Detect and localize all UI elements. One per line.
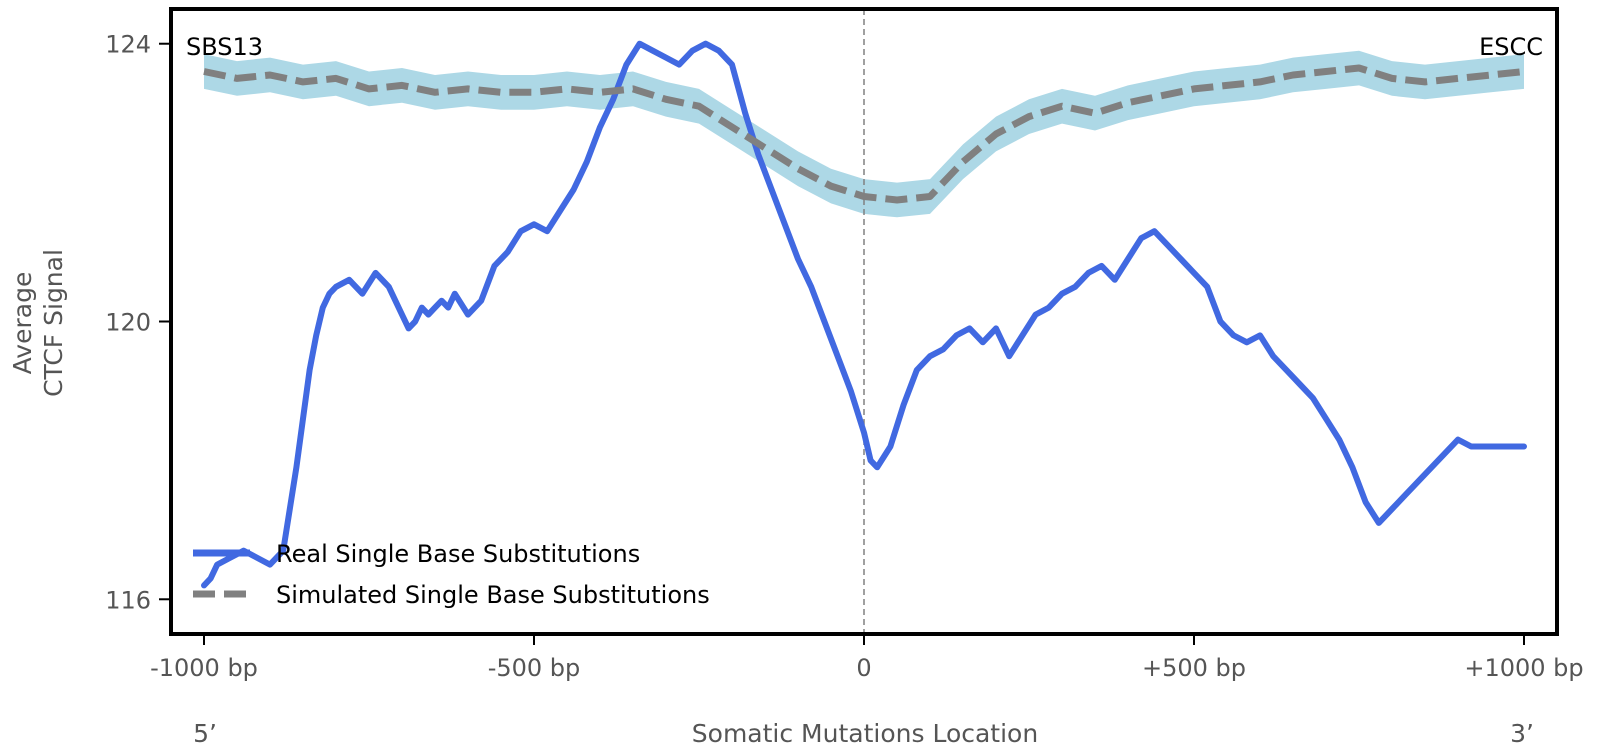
x-axis-title: Somatic Mutations Location — [692, 719, 1038, 748]
legend-label-simulated: Simulated Single Base Substitutions — [276, 581, 710, 609]
strand-label-3prime: 3’ — [1510, 719, 1534, 748]
series-line-real — [201, 40, 1527, 589]
legend: Real Single Base Substitutions Simulated… — [193, 540, 710, 609]
plot-layer — [201, 9, 1527, 634]
x-tick-label-1000: +1000 bp — [1464, 654, 1583, 682]
y-axis-title-line1: Average — [8, 272, 37, 375]
strand-label-5prime: 5’ — [193, 719, 217, 748]
y-tick-label-124: 124 — [105, 31, 151, 59]
axis-layer: 116 120 124 -1000 bp -500 bp 0 +500 bp +1000 bp — [105, 31, 1583, 682]
corner-label-right: ESCC — [1479, 33, 1543, 61]
legend-label-real: Real Single Base Substitutions — [276, 540, 640, 568]
x-tick-label--1000: -1000 bp — [150, 654, 258, 682]
y-tick-label-116: 116 — [105, 586, 151, 614]
x-tick-label-0: 0 — [856, 654, 871, 682]
series-line-simulated — [203, 64, 1525, 204]
x-tick-label--500: -500 bp — [488, 654, 581, 682]
y-axis-title-line2: CTCF Signal — [39, 249, 68, 397]
corner-label-left: SBS13 — [186, 33, 263, 61]
x-tick-label-500: +500 bp — [1142, 654, 1246, 682]
y-tick-label-120: 120 — [105, 309, 151, 337]
